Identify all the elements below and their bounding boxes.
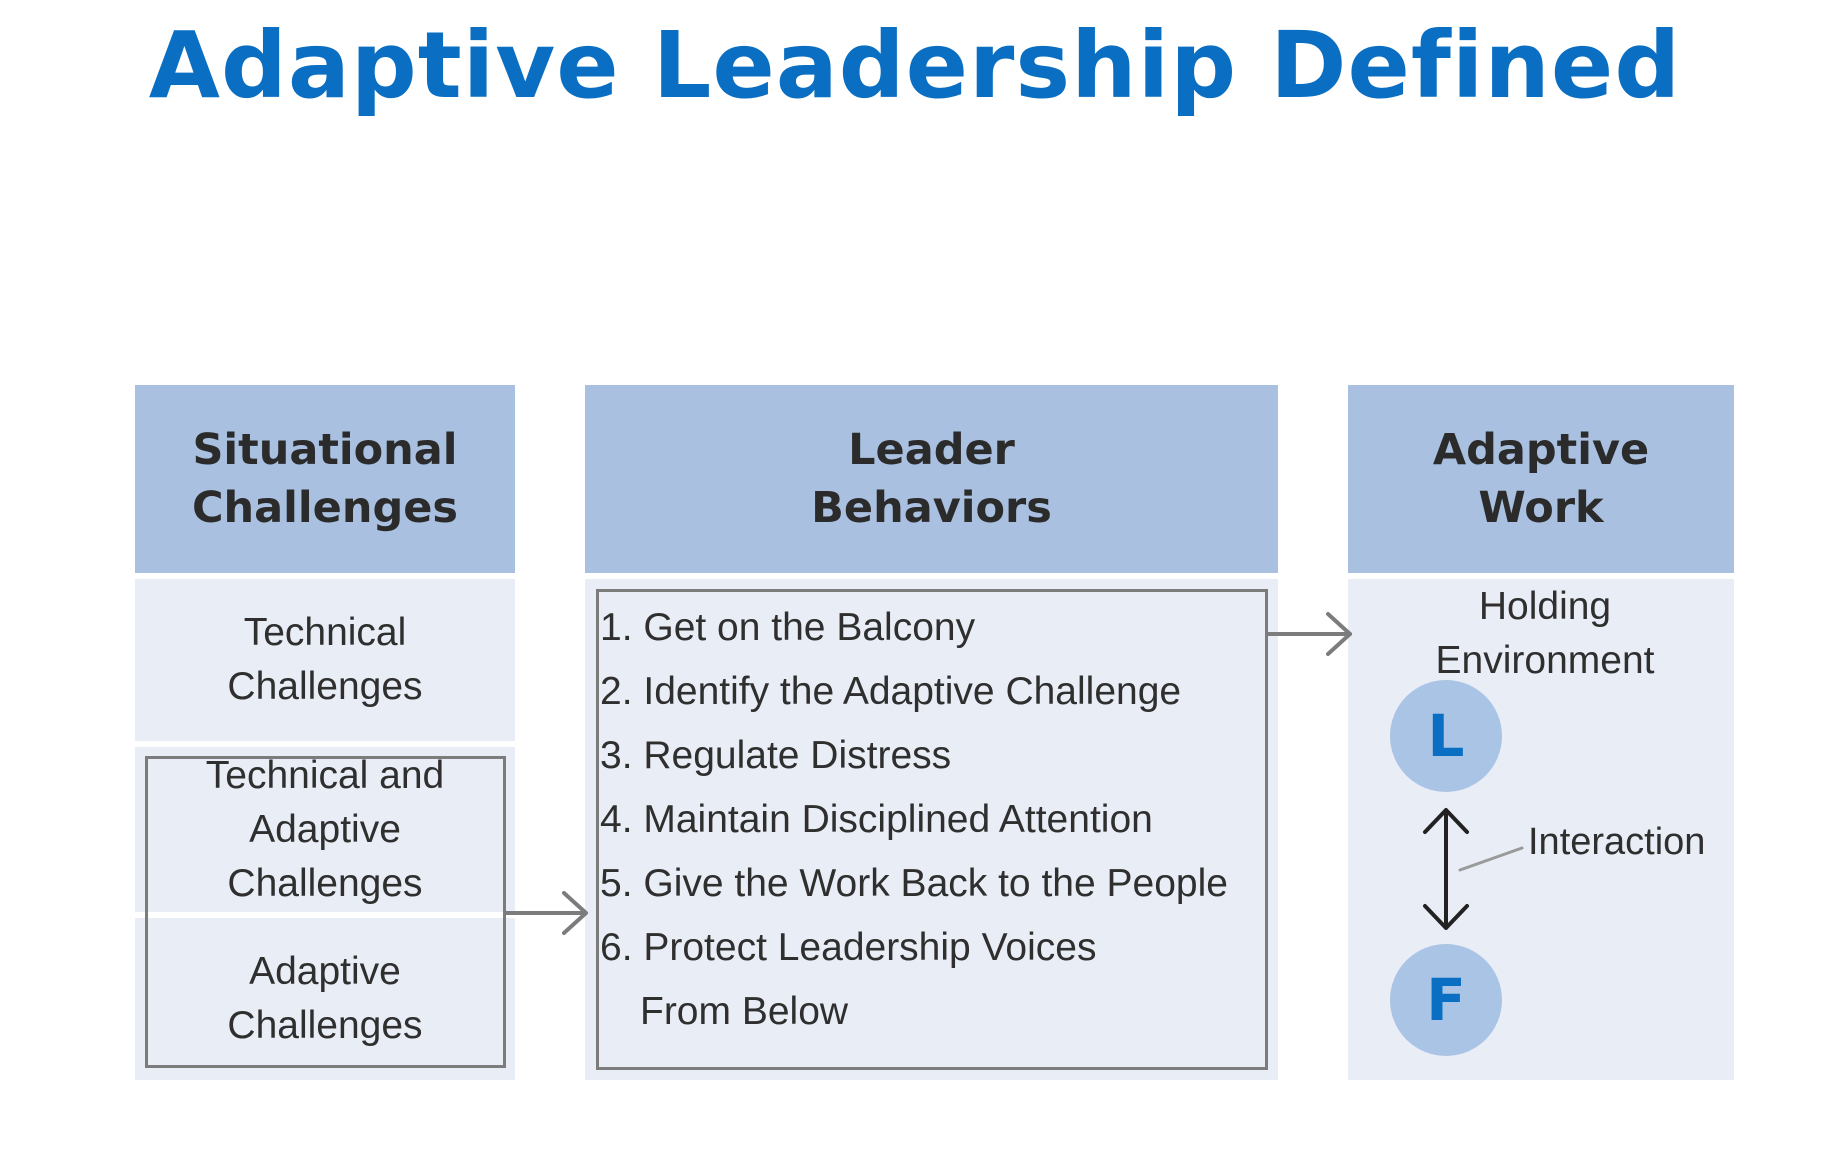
leader-behaviors-frame (596, 589, 1268, 1070)
adaptive-work-header: Adaptive Work (1348, 385, 1734, 573)
situational-challenges-header: Situational Challenges (135, 385, 515, 573)
behavior-item: 6. Protect Leadership Voices (600, 926, 1097, 969)
behavior-item: 5. Give the Work Back to the People (600, 862, 1228, 905)
leader-behaviors-panel (585, 579, 1278, 1080)
technical-challenges-cell: Technical Challenges (135, 579, 515, 741)
behavior-item-continuation: From Below (640, 990, 849, 1033)
holding-environment-label: Holding Environment (1435, 585, 1655, 682)
behavior-item: 4. Maintain Disciplined Attention (600, 798, 1153, 841)
behavior-item: 1. Get on the Balcony (600, 606, 976, 649)
adaptive-challenges-cell: Adaptive Challenges (135, 918, 515, 1080)
behavior-item: 3. Regulate Distress (600, 734, 952, 777)
arrow-behaviors-to-adaptive-work (1266, 612, 1352, 656)
interaction-label: Interaction (1528, 821, 1706, 863)
leader-behaviors-list: 1. Get on the Balcony 2. Identify the Ad… (600, 596, 1265, 1044)
page-title: Adaptive Leadership Defined (148, 12, 1682, 119)
leader-circle: L (1390, 680, 1502, 792)
leader-behaviors-header: Leader Behaviors (585, 385, 1278, 573)
situational-selection-frame (145, 756, 506, 1068)
technical-adaptive-challenges-cell: Technical and Adaptive Challenges (135, 747, 515, 912)
behavior-item: 2. Identify the Adaptive Challenge (600, 670, 1182, 713)
arrow-situational-to-behaviors (504, 891, 588, 935)
follower-circle: F (1390, 944, 1502, 1056)
